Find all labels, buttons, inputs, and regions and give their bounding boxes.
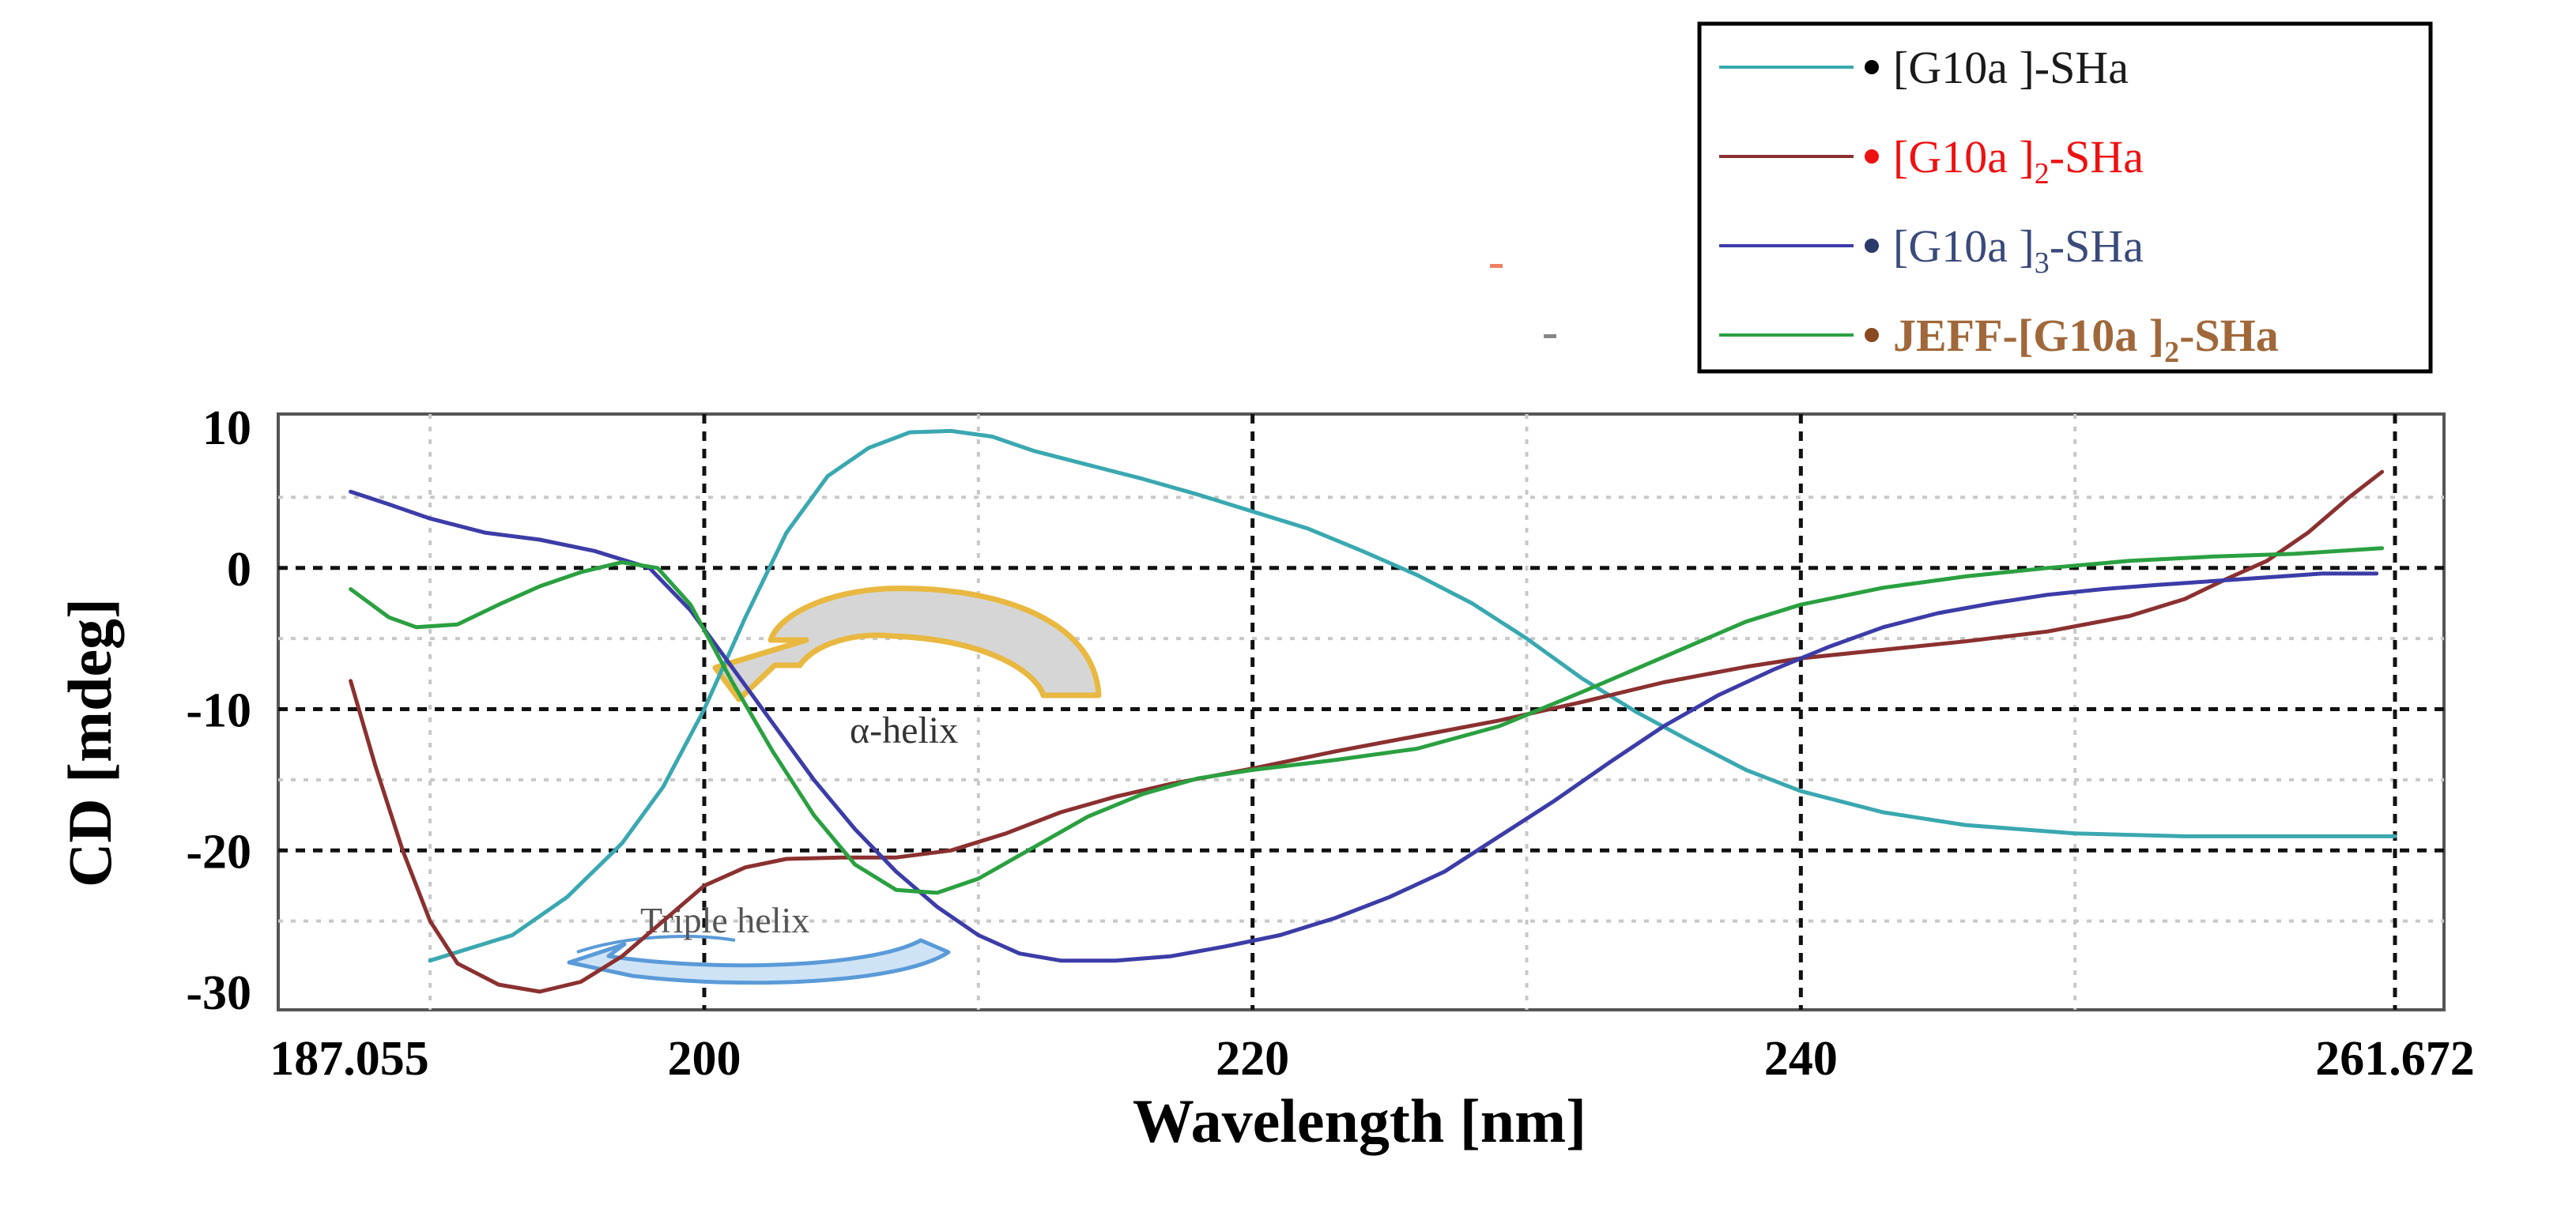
y-axis-ticks: 10 0 -10 -20 -30 bbox=[186, 401, 251, 1020]
series-lines bbox=[349, 428, 2397, 994]
triple-helix-arrow bbox=[567, 935, 951, 985]
minor-gridlines bbox=[278, 414, 2444, 1010]
legend-label-4: JEFF-[G10a ]2-SHa bbox=[1893, 310, 2279, 369]
x-axis-title: Wavelength [nm] bbox=[1133, 1086, 1586, 1155]
x-tick-label: 261.672 bbox=[2315, 1032, 2475, 1086]
triple-helix-label: Triple helix bbox=[640, 900, 809, 940]
x-tick-label: 200 bbox=[667, 1032, 741, 1086]
series-line-4 bbox=[349, 546, 2385, 895]
y-tick-label: -20 bbox=[186, 825, 251, 879]
legend: [G10a ]-SHa [G10a ]2-SHa [G10a ]3-SHa JEFF-… bbox=[1697, 21, 2433, 374]
series-line-1 bbox=[428, 428, 2397, 963]
y-tick-label: -30 bbox=[186, 966, 251, 1020]
x-tick-label: 220 bbox=[1216, 1032, 1289, 1086]
legend-dot-1 bbox=[1865, 60, 1879, 74]
y-tick-label: 0 bbox=[227, 543, 251, 597]
y-tick-label: -10 bbox=[186, 684, 251, 738]
plot-frame bbox=[277, 412, 2446, 1011]
alpha-helix-label: α-helix bbox=[850, 710, 958, 751]
legend-dot-3 bbox=[1865, 239, 1879, 253]
series-line-2 bbox=[349, 469, 2385, 994]
y-tick-label: 10 bbox=[202, 401, 251, 455]
alpha-helix-arrow bbox=[712, 586, 1102, 702]
stray-mark-gray bbox=[1544, 334, 1556, 338]
legend-box bbox=[1697, 21, 2433, 374]
legend-dot-2 bbox=[1865, 149, 1879, 164]
legend-label-3: [G10a ]3-SHa bbox=[1893, 220, 2144, 280]
series-line-3 bbox=[349, 489, 2379, 963]
legend-label-2: [G10a ]2-SHa bbox=[1893, 131, 2144, 190]
x-tick-label: 187.055 bbox=[270, 1032, 429, 1086]
stray-mark-red bbox=[1490, 264, 1503, 268]
x-axis-ticks: 187.055 200 220 240 261.672 bbox=[270, 1032, 2475, 1086]
x-tick-label: 240 bbox=[1764, 1032, 1838, 1086]
legend-label-1: [G10a ]-SHa bbox=[1893, 42, 2129, 93]
legend-dot-4 bbox=[1865, 328, 1879, 342]
y-axis-title: CD [mdeg] bbox=[55, 598, 124, 887]
